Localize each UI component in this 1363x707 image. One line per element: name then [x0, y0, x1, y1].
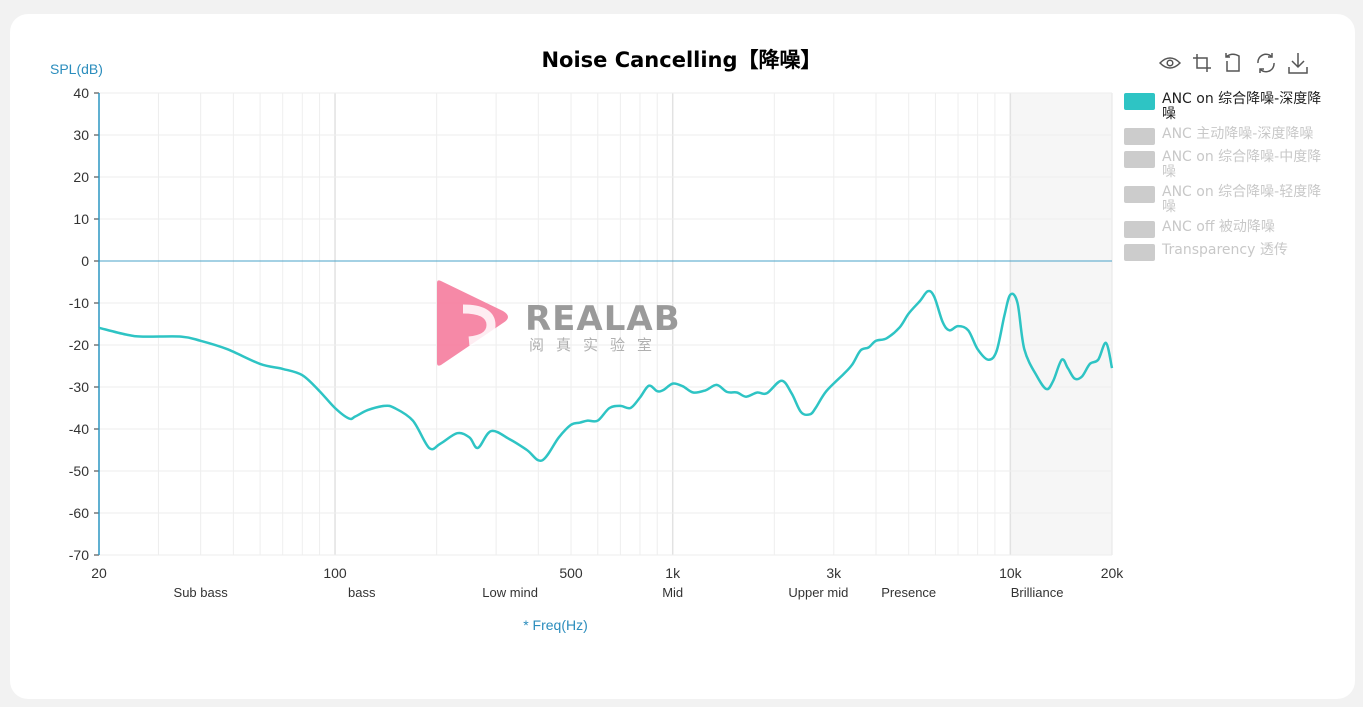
y-tick-label: -60: [69, 505, 89, 521]
legend-swatch: [1124, 93, 1155, 110]
eye-icon[interactable]: [1158, 50, 1182, 76]
legend-item[interactable]: ANC 主动降噪-深度降噪: [1124, 127, 1344, 145]
legend-label: Transparency 透传: [1162, 242, 1288, 258]
chart-title: Noise Cancelling【降噪】: [541, 48, 822, 72]
y-axis-label: SPL(dB): [50, 61, 103, 77]
x-tick-label: 3k: [826, 565, 842, 581]
y-tick-label: -50: [69, 463, 89, 479]
legend-label: ANC on 综合降噪-中度降噪: [1162, 149, 1322, 180]
legend-item[interactable]: ANC off 被动降噪: [1124, 220, 1344, 238]
x-tick-label: 1k: [665, 565, 681, 581]
y-tick-label: 30: [73, 127, 89, 143]
legend-label: ANC on 综合降噪-深度降噪: [1162, 91, 1322, 122]
refresh-icon[interactable]: [1254, 50, 1278, 76]
y-tick-label: 10: [73, 211, 89, 227]
y-tick-label: 20: [73, 169, 89, 185]
realab-watermark: REALAB 阅真实验室: [433, 279, 680, 369]
x-tick-label: 100: [323, 565, 347, 581]
chart-toolbar: [1158, 50, 1310, 78]
watermark-text: REALAB: [525, 299, 681, 339]
y-tick-label: -10: [69, 295, 89, 311]
band-label: Upper mid: [788, 585, 848, 600]
y-tick-label: 40: [73, 85, 89, 101]
legend-item[interactable]: ANC on 综合降噪-轻度降噪: [1124, 185, 1344, 215]
x-axis-label: * Freq(Hz): [523, 617, 588, 633]
legend-swatch: [1124, 186, 1155, 203]
realab-logo-icon: [437, 280, 508, 366]
chart-legend: ANC on 综合降噪-深度降噪 ANC 主动降噪-深度降噪 ANC on 综合降噪…: [1124, 92, 1344, 266]
legend-label: ANC on 综合降噪-轻度降噪: [1162, 184, 1322, 215]
legend-label: ANC 主动降噪-深度降噪: [1162, 126, 1314, 142]
x-tick-label: 20k: [1101, 565, 1125, 581]
legend-swatch: [1124, 221, 1155, 238]
band-label: Low mind: [482, 585, 538, 600]
band-label: Brilliance: [1011, 585, 1064, 600]
legend-label: ANC off 被动降噪: [1162, 219, 1275, 235]
restore-icon[interactable]: [1222, 50, 1246, 76]
y-tick-label: -70: [69, 547, 89, 563]
brilliance-band-shade: [1010, 93, 1112, 555]
y-tick-label: -30: [69, 379, 89, 395]
y-tick-label: -20: [69, 337, 89, 353]
band-label: Sub bass: [174, 585, 229, 600]
legend-item[interactable]: ANC on 综合降噪-中度降噪: [1124, 150, 1344, 180]
band-label: Presence: [881, 585, 936, 600]
legend-swatch: [1124, 151, 1155, 168]
y-tick-label: -40: [69, 421, 89, 437]
series-line-anc-deep: [98, 289, 1114, 463]
y-tick-label: 0: [81, 253, 89, 269]
download-icon[interactable]: [1286, 50, 1310, 76]
band-label: bass: [348, 585, 376, 600]
legend-swatch: [1124, 128, 1155, 145]
watermark-subtext: 阅真实验室: [529, 336, 665, 354]
band-label: Mid: [662, 585, 683, 600]
legend-swatch: [1124, 244, 1155, 261]
x-tick-label: 10k: [999, 565, 1023, 581]
legend-item[interactable]: Transparency 透传: [1124, 243, 1344, 261]
crop-icon[interactable]: [1190, 50, 1214, 76]
legend-item[interactable]: ANC on 综合降噪-深度降噪: [1124, 92, 1344, 122]
x-tick-label: 500: [559, 565, 583, 581]
x-tick-label: 20: [91, 565, 107, 581]
